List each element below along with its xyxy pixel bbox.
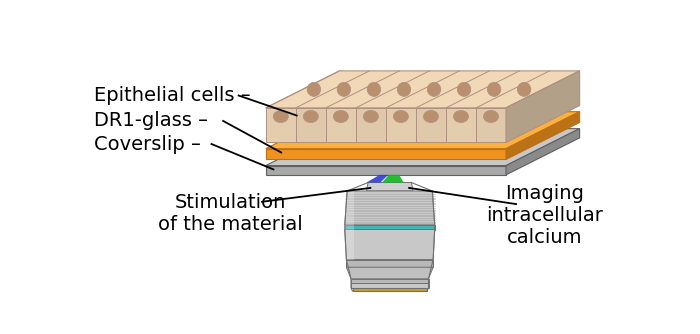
Polygon shape (351, 284, 428, 288)
Polygon shape (266, 108, 296, 143)
Polygon shape (345, 191, 435, 225)
Polygon shape (367, 182, 413, 191)
Polygon shape (416, 108, 446, 143)
Polygon shape (353, 288, 427, 291)
Ellipse shape (307, 82, 321, 97)
Polygon shape (506, 112, 580, 159)
Polygon shape (346, 260, 433, 267)
Polygon shape (326, 108, 356, 143)
Polygon shape (266, 112, 580, 149)
Ellipse shape (517, 82, 531, 97)
Polygon shape (386, 108, 416, 143)
Ellipse shape (457, 82, 471, 97)
Polygon shape (266, 166, 506, 175)
Polygon shape (506, 71, 580, 143)
Ellipse shape (397, 82, 411, 97)
Ellipse shape (454, 111, 468, 123)
Text: DR1-glass –: DR1-glass – (94, 112, 208, 131)
Polygon shape (351, 279, 428, 284)
Ellipse shape (484, 111, 498, 123)
Polygon shape (446, 108, 476, 143)
Text: Imaging
intracellular
calcium: Imaging intracellular calcium (486, 184, 603, 247)
Ellipse shape (363, 111, 379, 123)
Polygon shape (476, 108, 506, 143)
Polygon shape (506, 129, 580, 175)
Ellipse shape (487, 82, 500, 97)
Ellipse shape (424, 111, 438, 123)
Ellipse shape (427, 82, 441, 97)
Ellipse shape (337, 82, 351, 97)
Ellipse shape (273, 111, 288, 123)
Polygon shape (296, 108, 326, 143)
Polygon shape (345, 225, 435, 229)
Polygon shape (266, 71, 580, 108)
Polygon shape (345, 191, 354, 260)
Ellipse shape (333, 111, 349, 123)
Polygon shape (367, 175, 389, 182)
Polygon shape (346, 267, 433, 279)
Ellipse shape (368, 82, 381, 97)
Ellipse shape (393, 111, 408, 123)
Polygon shape (356, 108, 386, 143)
Text: Epithelial cells –: Epithelial cells – (94, 86, 251, 105)
Polygon shape (345, 229, 435, 260)
Polygon shape (266, 149, 506, 159)
Text: Coverslip –: Coverslip – (94, 135, 201, 154)
Polygon shape (266, 129, 580, 166)
Ellipse shape (303, 111, 319, 123)
Text: Stimulation
of the material: Stimulation of the material (158, 193, 303, 234)
Polygon shape (382, 175, 404, 182)
